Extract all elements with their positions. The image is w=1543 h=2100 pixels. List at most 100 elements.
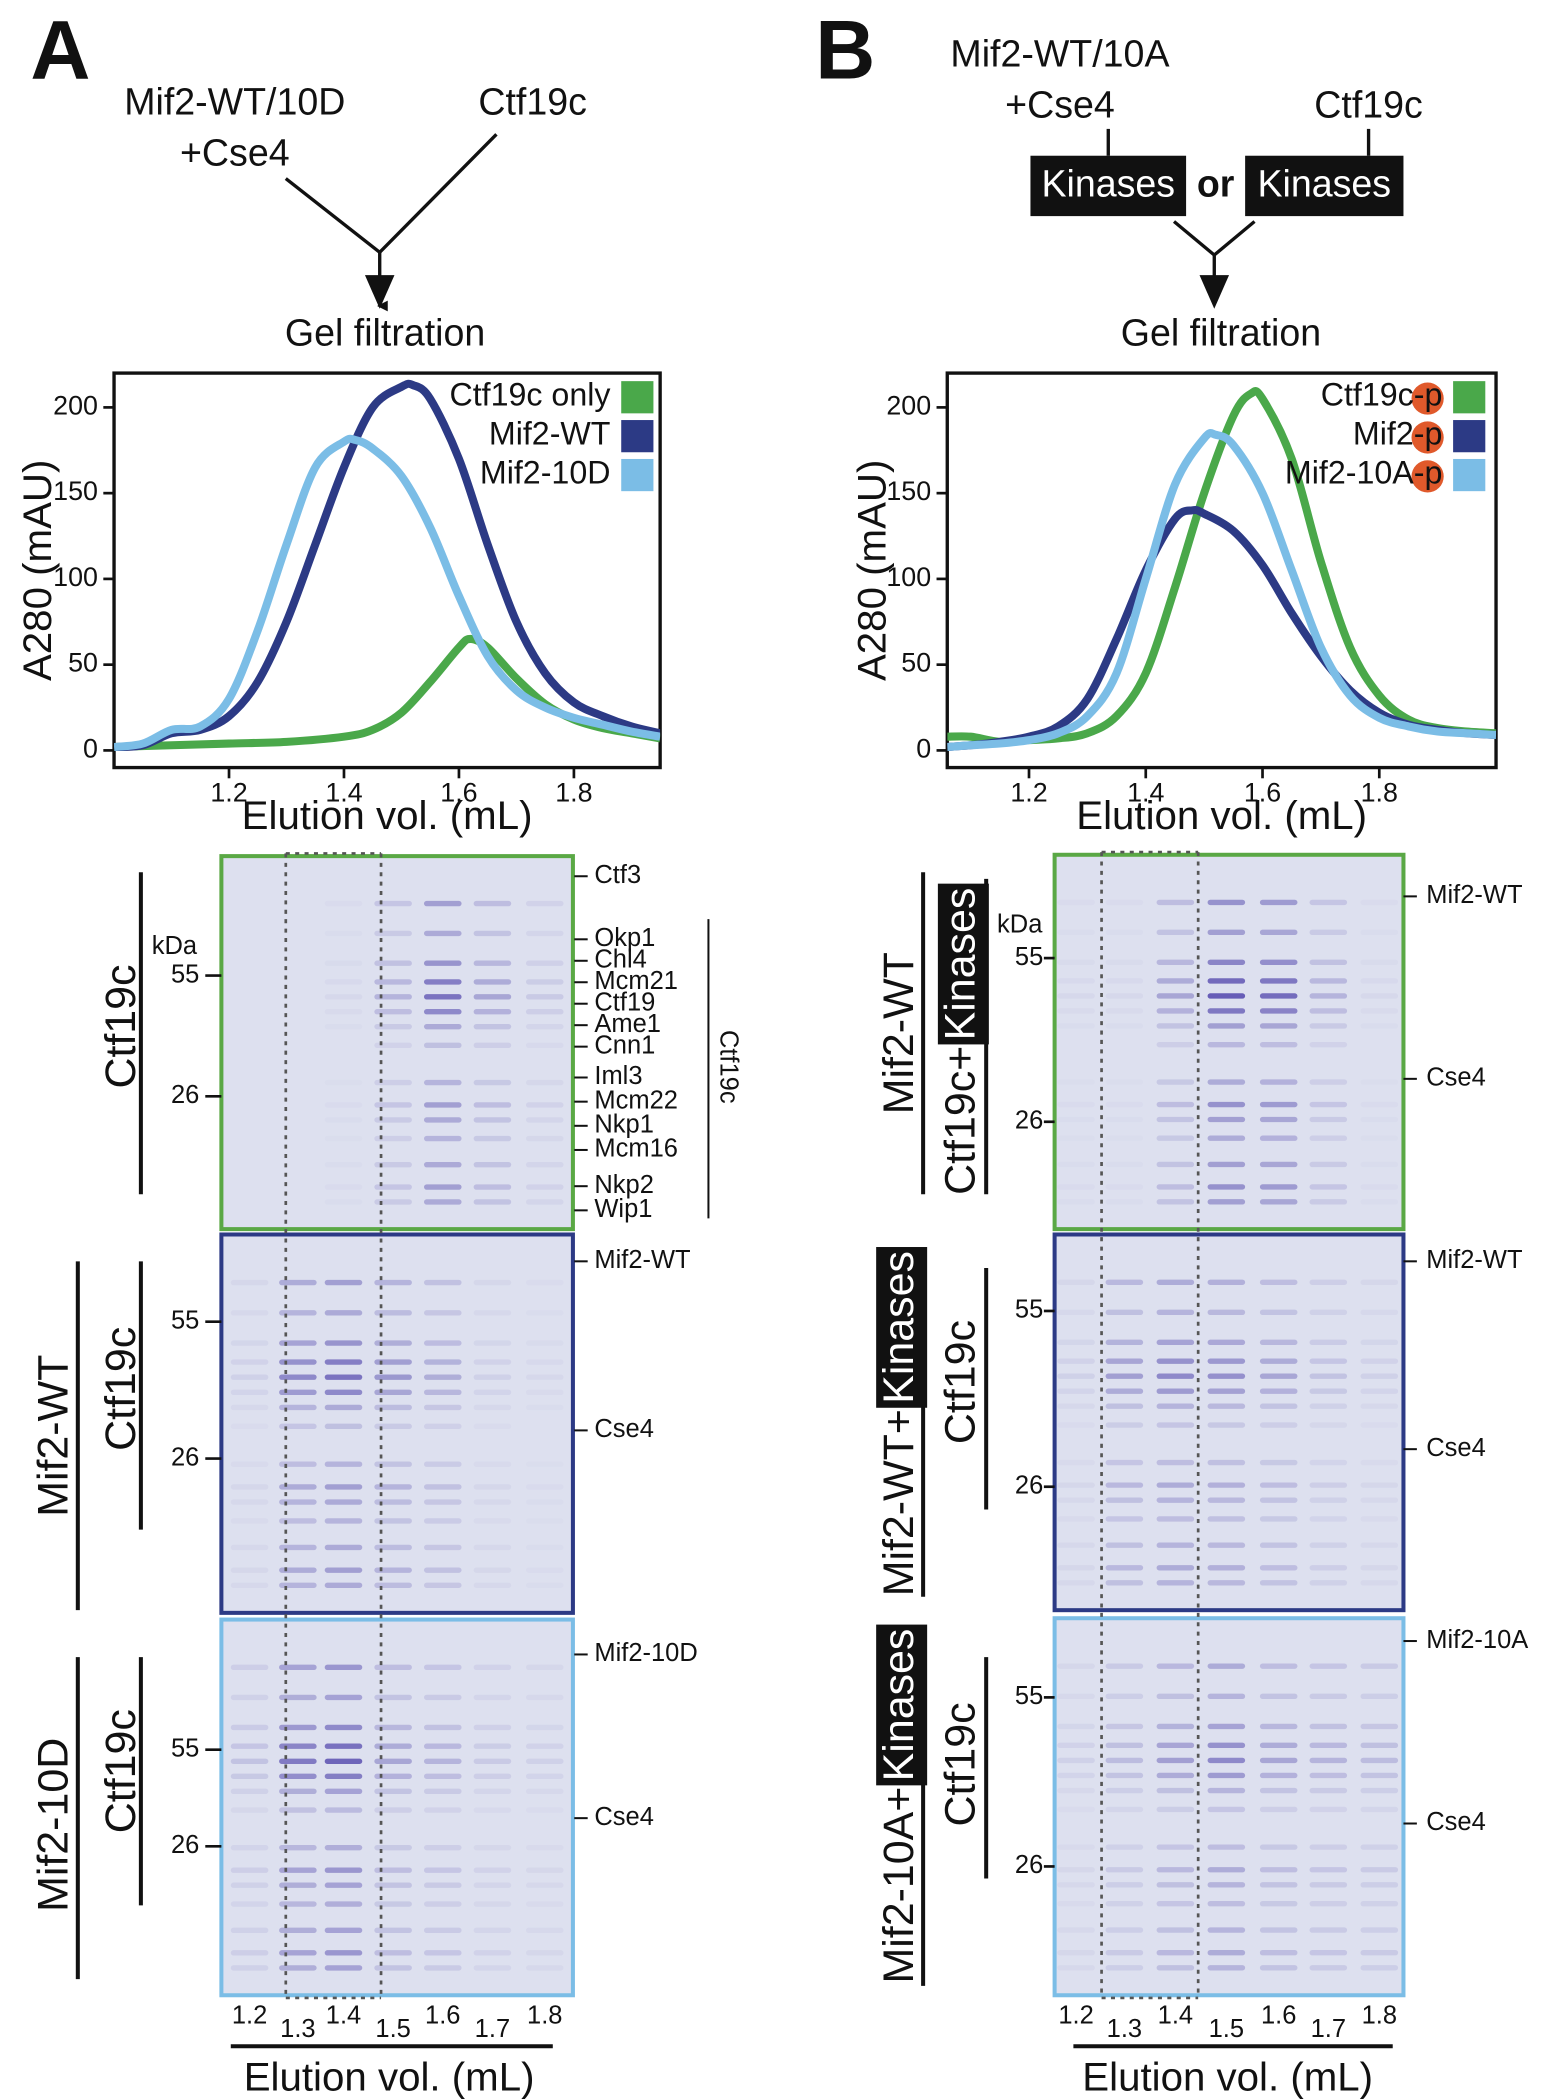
- gel-band: [1360, 1373, 1399, 1379]
- gel-band: [1057, 1565, 1095, 1571]
- gel-band: [423, 1423, 462, 1430]
- step-label: Gel filtration: [1121, 311, 1321, 353]
- gel-band: [1156, 1008, 1195, 1014]
- gel-band: [230, 1404, 269, 1411]
- gel-band: [1309, 1742, 1348, 1749]
- gel-band: [324, 1359, 363, 1365]
- sample-label: Mif2-10A+ Kinases: [875, 1624, 928, 1984]
- gel-band: [526, 1280, 564, 1285]
- gel-band: [1057, 1403, 1095, 1409]
- gel-band: [230, 1950, 269, 1956]
- gel-band: [423, 1950, 462, 1956]
- lane-label: 1.4: [326, 2001, 361, 2029]
- gel-band: [279, 1461, 317, 1467]
- gel-band: [1360, 1497, 1399, 1503]
- gel-band: [1057, 1900, 1095, 1907]
- gel-band: [1156, 1199, 1195, 1205]
- gel-band: [1259, 1388, 1298, 1394]
- y-axis-label: A280 (mAU): [15, 460, 60, 681]
- sample-text: Ctf19c: [937, 1320, 985, 1444]
- lane-label: 1.5: [1209, 2015, 1244, 2043]
- gel-background: [221, 856, 573, 1230]
- sample-text: Ctf19c: [97, 1327, 145, 1451]
- gel-band: [324, 1694, 363, 1701]
- gel-band: [1207, 1279, 1246, 1285]
- kinase-box: [1245, 155, 1404, 217]
- gel-band: [1156, 1422, 1195, 1428]
- gel-band: [473, 1117, 512, 1123]
- gel-band: [1360, 1008, 1399, 1014]
- gel-band: [1105, 993, 1144, 999]
- lane-label: 1.8: [527, 2001, 562, 2029]
- gel-band: [374, 900, 412, 907]
- gel-band: [525, 1788, 564, 1794]
- gel-band: [1259, 993, 1298, 999]
- gel-band: [1259, 1008, 1298, 1014]
- gel-band: [1156, 1482, 1195, 1488]
- gel-band: [1057, 1807, 1095, 1812]
- sample-label: Ctf19c: [97, 964, 145, 1088]
- gel-band: [325, 1184, 363, 1189]
- gel-band: [1156, 899, 1195, 906]
- gel-band: [1207, 1950, 1246, 1956]
- gel-band: [1309, 1373, 1348, 1379]
- gel-band: [1309, 1135, 1348, 1141]
- gel-band: [525, 1199, 564, 1205]
- gel-band: [473, 1724, 512, 1731]
- sample-text: Ctf19c: [97, 1709, 145, 1833]
- gel-band: [279, 1544, 317, 1551]
- gel-band: [374, 1773, 412, 1779]
- gel-band: [473, 979, 512, 985]
- gel-band: [1106, 1023, 1144, 1028]
- marker-label: 26: [1015, 1107, 1043, 1135]
- gel-band: [324, 994, 363, 1000]
- gel-band: [374, 1102, 412, 1108]
- gel-band: [374, 1758, 412, 1764]
- gel-band: [1207, 1580, 1246, 1586]
- gel-band: [1309, 1199, 1348, 1205]
- gel-band: [1259, 899, 1298, 906]
- y-tick-label: 0: [916, 734, 931, 764]
- sample-label: Mif2-10D: [30, 1738, 78, 1912]
- gel-band: [525, 1042, 564, 1048]
- gel-band: [525, 1882, 564, 1888]
- gel-band: [1156, 1742, 1195, 1749]
- gel-band: [1309, 1565, 1348, 1571]
- phospho-badge: [1411, 421, 1444, 454]
- gel-band: [374, 1079, 412, 1086]
- gel-band: [230, 1664, 269, 1671]
- kinase-box: [876, 1624, 928, 1786]
- gel-band: [1057, 978, 1095, 984]
- gel-band: [1156, 1516, 1195, 1522]
- gel-band: [1057, 1497, 1095, 1503]
- gel-band: [1360, 1806, 1399, 1813]
- gel-frame: [1052, 1232, 1406, 1613]
- gel-band: [525, 1758, 564, 1764]
- arrow-head: [364, 275, 395, 309]
- gel-band: [279, 1724, 317, 1731]
- marker-label: 55: [1015, 1296, 1043, 1324]
- gel-band: [1105, 1757, 1144, 1764]
- y-tick-label: 200: [53, 390, 98, 420]
- gel-band: [1309, 1161, 1348, 1168]
- gel-band: [1156, 1497, 1195, 1503]
- legend-label: Ctf19c only: [449, 377, 611, 413]
- gel-band: [279, 1694, 317, 1701]
- gel-band: [1207, 1023, 1246, 1029]
- gel-band: [1309, 993, 1348, 999]
- gel-band: [1309, 1900, 1348, 1907]
- gel-band: [1207, 1199, 1246, 1205]
- gel-band: [1360, 1663, 1399, 1669]
- gel-band: [423, 1518, 462, 1524]
- gel-band: [525, 1773, 564, 1779]
- gel-band: [1156, 1565, 1195, 1571]
- sample-label: Mif2-WT+ Kinases: [875, 1247, 928, 1596]
- plot-frame: [945, 371, 1498, 770]
- gel-band: [1057, 1882, 1095, 1888]
- marker-label: 26: [1015, 1851, 1043, 1879]
- gel-band: [1057, 1787, 1095, 1794]
- legend-swatch: [1453, 381, 1486, 414]
- plot-frame: [112, 371, 662, 770]
- gel-band: [423, 1499, 462, 1505]
